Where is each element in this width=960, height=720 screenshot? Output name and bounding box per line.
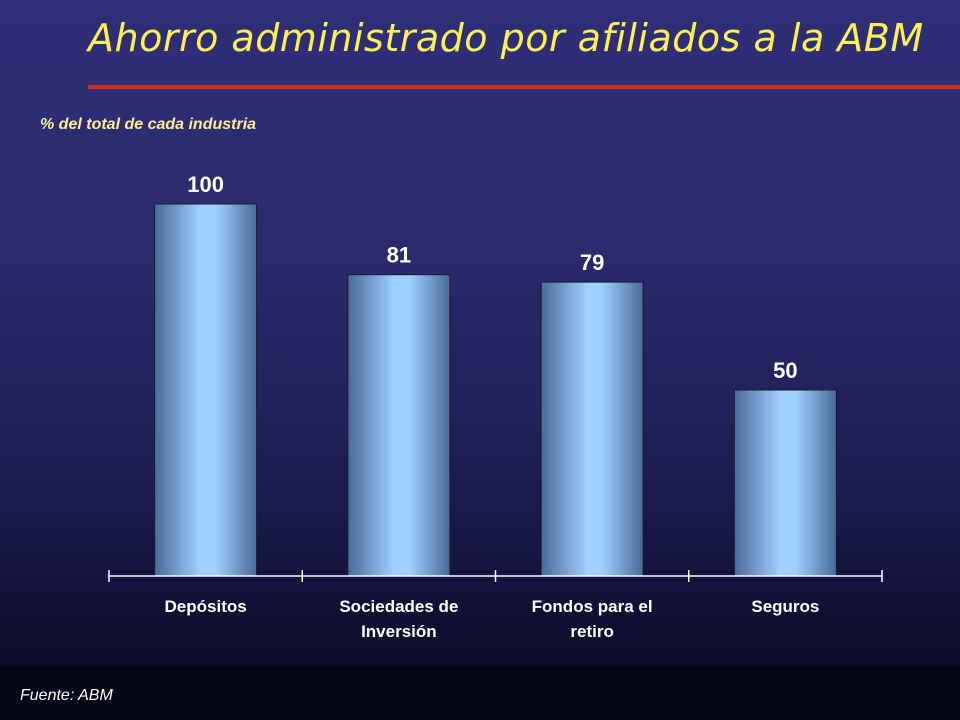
bar-1 xyxy=(347,274,451,577)
data-label-2: 79 xyxy=(580,250,604,275)
slide-title: Ahorro administrado por afiliados a la A… xyxy=(88,16,924,60)
category-label-line: Fondos para el xyxy=(532,597,653,616)
category-label-line: Sociedades de xyxy=(339,597,458,616)
title-underline xyxy=(88,85,960,89)
category-label-line: retiro xyxy=(570,622,613,641)
data-label-3: 50 xyxy=(773,358,797,383)
category-label-0: Depósitos xyxy=(165,597,247,616)
category-label-2: Fondos para el retiro xyxy=(532,597,653,641)
category-label-line: Seguros xyxy=(751,597,819,616)
bar-0 xyxy=(154,203,258,577)
source-note: Fuente: ABM xyxy=(20,687,113,704)
data-label-1: 81 xyxy=(387,243,411,268)
bar-2 xyxy=(540,281,644,577)
category-label-line: Depósitos xyxy=(165,597,247,616)
chart-subtitle: % del total de cada industria xyxy=(40,116,257,133)
category-label-1: Sociedades de Inversión xyxy=(339,597,458,641)
category-label-3: Seguros xyxy=(751,597,819,616)
bar-3 xyxy=(733,389,837,577)
category-label-line: Inversión xyxy=(361,622,437,641)
footer-band xyxy=(0,666,960,720)
data-label-0: 100 xyxy=(187,172,224,197)
